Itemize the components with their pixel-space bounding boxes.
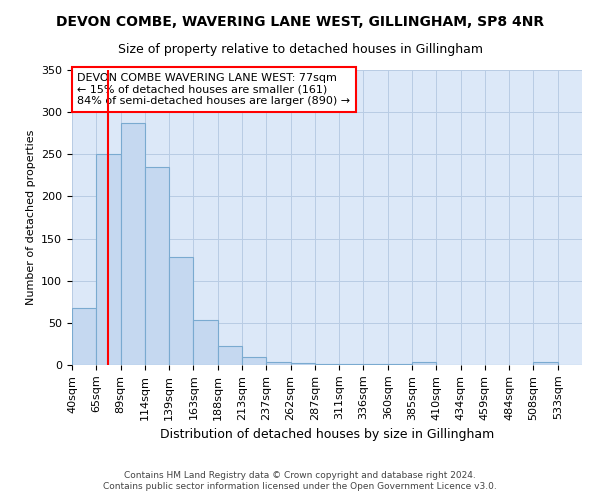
Bar — [339, 364, 364, 365]
Bar — [169, 257, 193, 365]
Bar — [290, 364, 315, 365]
Bar — [315, 364, 339, 365]
Bar — [364, 364, 388, 365]
Bar — [266, 362, 290, 365]
Text: Contains HM Land Registry data © Crown copyright and database right 2024.: Contains HM Land Registry data © Crown c… — [124, 471, 476, 480]
Bar — [533, 362, 558, 365]
Bar — [412, 362, 436, 365]
Bar — [193, 320, 218, 365]
Text: DEVON COMBE, WAVERING LANE WEST, GILLINGHAM, SP8 4NR: DEVON COMBE, WAVERING LANE WEST, GILLING… — [56, 15, 544, 29]
Bar — [145, 167, 169, 365]
Y-axis label: Number of detached properties: Number of detached properties — [26, 130, 35, 305]
Text: Contains public sector information licensed under the Open Government Licence v3: Contains public sector information licen… — [103, 482, 497, 491]
Text: Size of property relative to detached houses in Gillingham: Size of property relative to detached ho… — [118, 42, 482, 56]
Bar — [242, 356, 266, 365]
Bar — [72, 308, 96, 365]
Bar — [121, 123, 145, 365]
X-axis label: Distribution of detached houses by size in Gillingham: Distribution of detached houses by size … — [160, 428, 494, 441]
Bar — [218, 346, 242, 365]
Bar — [96, 154, 121, 365]
Bar — [388, 364, 412, 365]
Text: DEVON COMBE WAVERING LANE WEST: 77sqm
← 15% of detached houses are smaller (161): DEVON COMBE WAVERING LANE WEST: 77sqm ← … — [77, 73, 350, 106]
